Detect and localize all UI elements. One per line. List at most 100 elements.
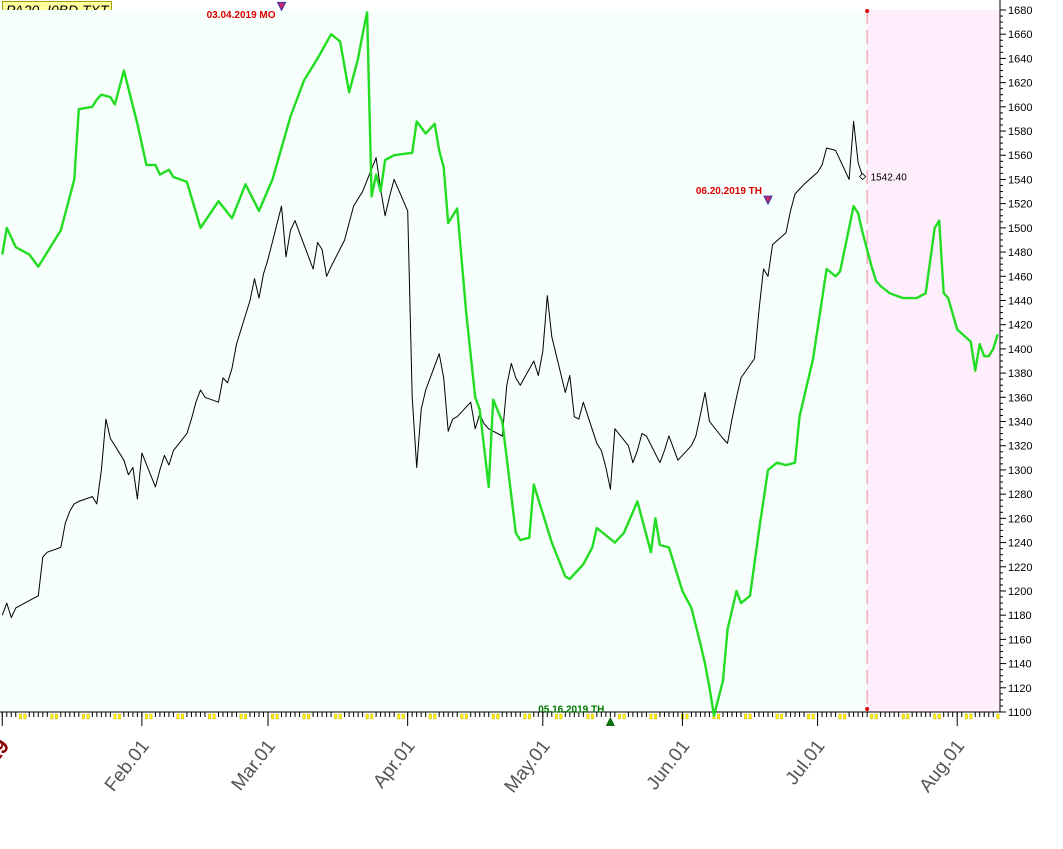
weekend-day-mark bbox=[433, 713, 437, 720]
weekend-day-mark bbox=[654, 713, 657, 720]
weekend-day-mark bbox=[23, 713, 27, 720]
y-tick-label-1180: 1180 bbox=[1008, 610, 1032, 622]
weekend-day-mark bbox=[275, 713, 279, 720]
trough-label-1: 05.16.2019 TH bbox=[538, 705, 604, 716]
annotation-layer: 1542.40 03.04.2019 MO 05.16.2019 TH 06.20.2… bbox=[207, 1, 908, 726]
weekend-day-mark bbox=[54, 713, 58, 720]
weekend-day-mark bbox=[744, 713, 748, 720]
weekend-day-mark bbox=[338, 713, 342, 720]
x-axis: 2019 Feb.01 Mar.01 Apr.01 May.01 Jun.01 Jul.01… bbox=[0, 711, 1000, 797]
weekend-day-mark bbox=[176, 713, 180, 720]
weekend-day-mark bbox=[460, 713, 464, 720]
x-tick-label-jul01: Jul.01 bbox=[782, 736, 830, 789]
peak-label-2: 06.20.2019 TH bbox=[696, 186, 762, 197]
last-value-label: 1542.40 bbox=[871, 173, 908, 184]
y-tick-label-1680: 1680 bbox=[1008, 5, 1032, 17]
y-tick-label-1520: 1520 bbox=[1008, 199, 1032, 211]
trough-marker-1 bbox=[605, 716, 615, 726]
weekend-day-mark bbox=[113, 713, 117, 720]
y-tick-label-1160: 1160 bbox=[1008, 634, 1032, 646]
y-tick-label-1240: 1240 bbox=[1008, 538, 1032, 550]
y-tick-label-1100: 1100 bbox=[1008, 707, 1032, 719]
weekend-day-mark bbox=[775, 713, 779, 720]
weekend-day-mark bbox=[685, 713, 689, 720]
peak-label-0: 03.04.2019 MO bbox=[207, 10, 276, 21]
series-line-price bbox=[1, 120, 864, 619]
weekend-day-mark bbox=[590, 713, 594, 720]
weekend-day-mark bbox=[874, 713, 878, 720]
weekend-day-mark bbox=[212, 713, 216, 720]
series-layer bbox=[1, 11, 999, 717]
forecast-divider-bottom-dot bbox=[865, 707, 870, 711]
y-tick-label-1400: 1400 bbox=[1008, 344, 1032, 356]
y-tick-label-1140: 1140 bbox=[1008, 659, 1032, 671]
weekend-day-mark bbox=[906, 713, 910, 720]
x-tick-label-2019: 2019 bbox=[0, 735, 14, 786]
weekend-day-mark bbox=[464, 713, 468, 720]
y-tick-label-1560: 1560 bbox=[1008, 150, 1032, 162]
last-value-marker bbox=[859, 172, 867, 181]
weekend-day-mark bbox=[86, 713, 90, 720]
weekend-day-mark bbox=[271, 713, 275, 720]
weekend-day-mark bbox=[208, 713, 212, 720]
weekend-day-mark bbox=[780, 713, 784, 720]
y-tick-label-1540: 1540 bbox=[1008, 174, 1032, 186]
y-tick-label-1460: 1460 bbox=[1008, 271, 1032, 283]
weekend-day-mark bbox=[527, 713, 531, 720]
weekend-day-mark bbox=[554, 713, 558, 720]
weekend-day-mark bbox=[717, 713, 721, 720]
x-tick-label-aug01: Aug.01 bbox=[916, 736, 970, 796]
y-tick-label-1300: 1300 bbox=[1008, 465, 1032, 477]
weekend-day-mark bbox=[370, 713, 374, 720]
y-tick-label-1220: 1220 bbox=[1008, 562, 1032, 574]
weekend-day-mark bbox=[397, 713, 401, 720]
weekend-day-mark bbox=[50, 713, 54, 720]
weekend-day-mark bbox=[969, 713, 973, 720]
weekend-day-mark bbox=[428, 713, 432, 720]
weekend-day-mark bbox=[996, 713, 1000, 720]
weekend-day-mark bbox=[933, 713, 937, 720]
weekend-day-mark bbox=[811, 713, 815, 720]
weekend-day-mark bbox=[649, 713, 653, 720]
y-axis: 1100 1120 1140 1160 1180 1200 1220 1240 1260 1280… bbox=[999, 0, 1032, 719]
x-tick-label-mar01: Mar.01 bbox=[228, 736, 280, 795]
y-tick-label-1380: 1380 bbox=[1008, 368, 1032, 380]
weekend-day-mark bbox=[523, 713, 527, 720]
weekend-day-mark bbox=[937, 713, 941, 720]
y-tick-label-1200: 1200 bbox=[1008, 586, 1032, 598]
weekend-day-mark bbox=[149, 713, 153, 720]
x-tick-label-jun01: Jun.01 bbox=[643, 736, 695, 794]
x-tick-label-feb01: Feb.01 bbox=[101, 736, 154, 796]
weekend-day-mark bbox=[118, 713, 121, 720]
y-tick-label-1620: 1620 bbox=[1008, 78, 1032, 90]
weekend-day-mark bbox=[239, 713, 243, 720]
weekend-day-mark bbox=[838, 713, 842, 720]
plot-background bbox=[0, 9, 1000, 712]
weekend-day-mark bbox=[622, 713, 626, 720]
peak-marker-2 bbox=[763, 195, 773, 206]
weekend-day-mark bbox=[559, 713, 563, 720]
y-tick-label-1340: 1340 bbox=[1008, 417, 1032, 429]
weekend-day-mark bbox=[334, 713, 338, 720]
x-tick-label-may01: May.01 bbox=[501, 736, 555, 797]
y-tick-label-1640: 1640 bbox=[1008, 53, 1032, 65]
y-tick-label-1360: 1360 bbox=[1008, 392, 1032, 404]
weekend-day-mark bbox=[496, 713, 500, 720]
weekend-day-mark bbox=[807, 713, 811, 720]
y-tick-label-1500: 1500 bbox=[1008, 223, 1032, 235]
weekend-day-mark bbox=[244, 713, 248, 720]
weekend-day-mark bbox=[901, 713, 905, 720]
weekend-day-mark bbox=[181, 713, 184, 720]
forecast-area bbox=[867, 10, 1000, 712]
peak-marker-0 bbox=[276, 1, 287, 12]
series-line-forecast bbox=[1, 11, 999, 717]
weekend-day-mark bbox=[145, 713, 148, 720]
forecast-divider-top-dot bbox=[865, 9, 870, 13]
weekend-day-mark bbox=[307, 713, 311, 720]
weekend-day-mark bbox=[870, 713, 874, 720]
y-tick-label-1440: 1440 bbox=[1008, 295, 1032, 307]
weekend-day-mark bbox=[586, 713, 590, 720]
y-tick-label-1320: 1320 bbox=[1008, 441, 1032, 453]
y-tick-label-1260: 1260 bbox=[1008, 513, 1032, 525]
